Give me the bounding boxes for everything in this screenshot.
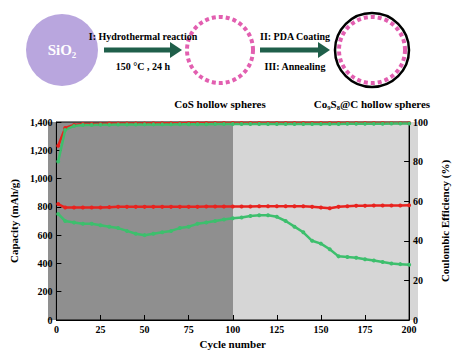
svg-text:100: 100 <box>413 117 428 128</box>
svg-text:0: 0 <box>54 324 59 335</box>
svg-text:25: 25 <box>95 324 105 335</box>
svg-text:CoS hollow spheres: CoS hollow spheres <box>174 98 266 110</box>
svg-text:20: 20 <box>413 275 423 286</box>
svg-text:150: 150 <box>313 324 328 335</box>
svg-text:200: 200 <box>37 286 52 297</box>
svg-text:80: 80 <box>413 156 423 167</box>
svg-text:1,400: 1,400 <box>30 117 53 128</box>
svg-text:100: 100 <box>225 324 240 335</box>
svg-text:1,000: 1,000 <box>30 173 53 184</box>
svg-text:0: 0 <box>413 314 419 326</box>
svg-text:75: 75 <box>184 324 194 335</box>
svg-text:III: Annealing: III: Annealing <box>265 61 326 72</box>
svg-text:400: 400 <box>37 258 52 269</box>
svg-text:40: 40 <box>413 235 423 246</box>
svg-text:800: 800 <box>37 201 52 212</box>
svg-text:1,200: 1,200 <box>30 145 53 156</box>
svg-text:I: Hydrothermal reaction: I: Hydrothermal reaction <box>89 31 198 42</box>
svg-text:0: 0 <box>47 315 52 326</box>
svg-text:SiO₂: SiO₂ <box>48 42 77 58</box>
svg-text:60: 60 <box>413 196 423 207</box>
svg-text:Co₉S₈@C hollow spheres: Co₉S₈@C hollow spheres <box>314 98 431 110</box>
svg-text:200: 200 <box>402 324 417 335</box>
svg-text:Coulombic Efficiency (%): Coulombic Efficiency (%) <box>439 160 452 283</box>
svg-text:600: 600 <box>37 230 52 241</box>
svg-text:150 °C , 24 h: 150 °C , 24 h <box>116 61 171 72</box>
svg-text:Capacity (mAh/g): Capacity (mAh/g) <box>8 179 21 263</box>
svg-text:175: 175 <box>358 324 373 335</box>
svg-text:Cycle number: Cycle number <box>200 338 266 350</box>
svg-text:II: PDA Coating: II: PDA Coating <box>260 31 330 42</box>
svg-text:125: 125 <box>269 324 284 335</box>
svg-text:50: 50 <box>140 324 150 335</box>
